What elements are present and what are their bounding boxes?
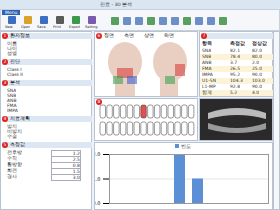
html-text:상면: 상면 — [144, 33, 154, 38]
html-text:비발치: 비발치 — [7, 129, 22, 134]
html-text:7: 7 — [202, 33, 206, 38]
html-text:2.0: 2.0 — [252, 60, 260, 65]
html-text:수술: 수술 — [7, 134, 17, 139]
html-text:경사: 경사 — [7, 174, 17, 179]
html-text:Setting: Setting — [85, 25, 98, 29]
html-text:횡방향: 횡방향 — [7, 162, 22, 167]
html-text:103.0: 103.0 — [252, 78, 265, 83]
html-text:측정값: 측정값 — [230, 41, 245, 46]
html-text:진료 - 3D 분석: 진료 - 3D 분석 — [100, 2, 133, 7]
html-text:SNA: SNA — [7, 88, 17, 93]
html-text:26.5: 26.5 — [230, 66, 240, 71]
html-text:4.0: 4.0 — [252, 90, 260, 95]
html-text:FMA: FMA — [7, 103, 17, 108]
html-text:2: 2 — [3, 59, 7, 64]
html-text:0.8: 0.8 — [72, 163, 80, 168]
html-text:1.5: 1.5 — [72, 169, 80, 174]
html-text:환자정보: 환자정보 — [10, 33, 30, 38]
html-text:분석: 분석 — [10, 80, 20, 85]
html-text:90.0: 90.0 — [252, 72, 262, 77]
html-text:빈도: 빈도 — [181, 144, 191, 149]
html-text:25.0: 25.0 — [252, 66, 262, 71]
html-text:측정값: 측정값 — [10, 142, 25, 147]
html-text:FMA: FMA — [202, 66, 212, 71]
html-text:전후방: 전후방 — [7, 150, 22, 155]
html-text:치료계획: 치료계획 — [10, 116, 30, 121]
html-text:정상값: 정상값 — [252, 41, 267, 46]
html-text:ANB: ANB — [202, 60, 212, 65]
html-text:하면: 하면 — [164, 33, 174, 38]
html-text:Class II: Class II — [7, 72, 23, 77]
html-text:Open: Open — [21, 25, 31, 29]
html-text:1.2: 1.2 — [72, 151, 80, 156]
html-text:성별: 성별 — [7, 51, 17, 56]
html-text:8: 8 — [97, 99, 101, 104]
html-text:1: 1 — [3, 33, 7, 38]
html-text:U1-SN: U1-SN — [202, 78, 216, 83]
html-text:5: 5 — [3, 142, 7, 147]
html-text:New: New — [5, 25, 13, 29]
html-text:95.2: 95.2 — [230, 72, 240, 77]
html-text:3.7: 3.7 — [230, 60, 238, 65]
html-text:발치: 발치 — [7, 124, 17, 129]
html-text:92.8: 92.8 — [230, 84, 240, 89]
html-text:82.1: 82.1 — [230, 48, 240, 53]
html-text:82.0: 82.0 — [252, 48, 262, 53]
html-text:3: 3 — [3, 80, 7, 85]
html-text:Save: Save — [37, 25, 46, 29]
html-text:80.0: 80.0 — [252, 54, 262, 59]
html-text:Print: Print — [53, 25, 62, 29]
html-text:SNA: SNA — [202, 48, 212, 53]
html-text:SNB: SNB — [202, 54, 212, 59]
html-text:3.0: 3.0 — [72, 175, 80, 180]
html-text:78.4: 78.4 — [230, 54, 240, 59]
html-text:4: 4 — [3, 116, 7, 121]
html-text:90.0: 90.0 — [252, 84, 262, 89]
html-text:IMPA: IMPA — [202, 72, 213, 77]
svg-text:0.0: 0.0 — [95, 200, 101, 206]
html-text:SNB: SNB — [7, 93, 17, 98]
html-text:정면: 정면 — [104, 33, 114, 38]
html-text:Export: Export — [69, 25, 81, 29]
svg-text:2.0: 2.0 — [95, 151, 101, 157]
html-text:IMPA: IMPA — [7, 108, 18, 113]
html-text:104.3: 104.3 — [230, 78, 243, 83]
html-text:항목: 항목 — [202, 41, 212, 46]
html-text:합계: 합계 — [202, 90, 212, 95]
html-text:Class I: Class I — [7, 67, 22, 72]
html-text:L1-MP: L1-MP — [202, 84, 216, 89]
html-text:6: 6 — [97, 33, 101, 38]
html-text:2.5: 2.5 — [72, 157, 80, 162]
html-text:진단: 진단 — [10, 59, 20, 64]
html-text:회전: 회전 — [7, 168, 17, 173]
html-text:수직: 수직 — [7, 156, 17, 161]
html-text:측면: 측면 — [124, 33, 134, 38]
html-text:5.2: 5.2 — [230, 90, 238, 95]
html-text:ANB: ANB — [7, 98, 17, 103]
html-text:Menu: Menu — [5, 10, 18, 15]
html-text:나이: 나이 — [7, 46, 17, 51]
html-text:이름: 이름 — [7, 41, 17, 46]
svg-text:1.0: 1.0 — [95, 176, 101, 182]
